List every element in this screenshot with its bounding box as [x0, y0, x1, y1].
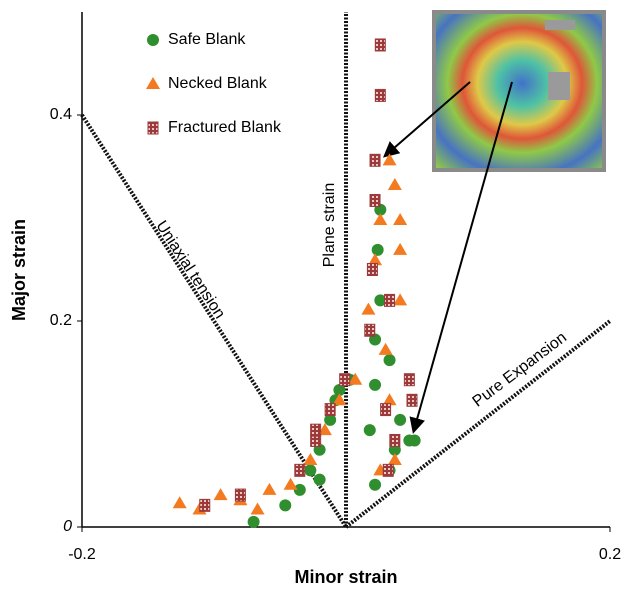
point — [313, 473, 326, 486]
point — [234, 488, 246, 502]
point — [394, 413, 407, 426]
point — [368, 253, 383, 266]
point — [247, 515, 260, 528]
point — [279, 499, 292, 512]
y-tick-label: 0.4 — [50, 106, 72, 123]
point — [374, 38, 386, 52]
point — [293, 483, 306, 496]
point — [348, 372, 363, 385]
point — [333, 384, 346, 397]
point — [361, 302, 376, 315]
legend-label: Fractured Blank — [168, 119, 282, 136]
point — [369, 153, 381, 167]
point — [371, 243, 384, 256]
reference-label: Pure Expansion — [470, 329, 570, 411]
point — [310, 423, 322, 437]
point — [369, 193, 381, 207]
point — [393, 242, 408, 255]
inset-image — [432, 10, 606, 172]
point — [369, 478, 382, 491]
y-tick-label: 0 — [63, 518, 72, 535]
point — [393, 213, 408, 226]
x-tick-label: -0.2 — [68, 546, 96, 563]
y-tick-label: 0.2 — [50, 312, 72, 329]
point — [172, 496, 187, 509]
point — [250, 502, 265, 515]
point — [294, 463, 306, 477]
point — [324, 413, 337, 426]
point — [382, 153, 397, 166]
point — [373, 213, 388, 226]
point — [408, 434, 421, 447]
point — [324, 403, 336, 417]
point — [304, 464, 317, 477]
y-axis-title: Major strain — [9, 219, 29, 321]
point — [374, 88, 386, 102]
x-tick-label: 0.2 — [599, 546, 621, 563]
point — [406, 393, 418, 407]
reference-label: Uniaxial tension — [152, 218, 228, 322]
point — [317, 423, 332, 436]
point — [303, 453, 318, 466]
legend-label: Safe Blank — [168, 31, 246, 48]
point — [369, 378, 382, 391]
legend-marker — [147, 121, 159, 135]
point — [384, 293, 396, 307]
point — [382, 463, 394, 477]
legend-label: Necked Blank — [168, 75, 268, 92]
point — [383, 354, 396, 367]
arrow — [382, 81, 471, 158]
arrow — [409, 81, 513, 434]
point — [374, 294, 387, 307]
point — [283, 477, 298, 490]
point — [393, 293, 408, 306]
point — [339, 373, 351, 387]
point — [387, 178, 402, 191]
point — [364, 323, 376, 337]
point — [366, 263, 378, 276]
point — [389, 433, 401, 447]
x-axis-title: Minor strain — [294, 567, 397, 587]
point — [363, 424, 376, 437]
point — [387, 453, 402, 466]
point — [332, 393, 347, 406]
point — [213, 488, 228, 501]
legend-marker — [146, 77, 160, 89]
point — [380, 403, 392, 417]
point — [199, 498, 211, 512]
point — [382, 393, 397, 406]
reference-label: Plane strain — [321, 183, 338, 268]
reference-line — [80, 113, 348, 529]
point — [378, 342, 393, 355]
legend-marker — [147, 34, 159, 46]
point — [403, 373, 415, 387]
point — [262, 482, 277, 495]
